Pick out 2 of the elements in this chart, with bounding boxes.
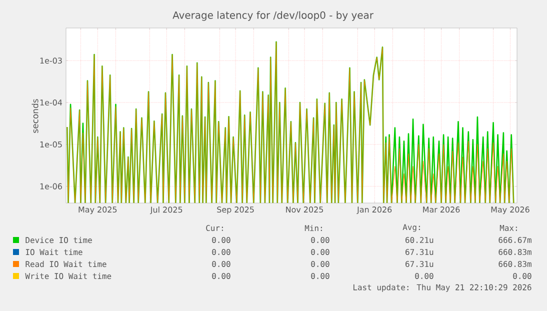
y-axis-title: seconds	[32, 99, 38, 133]
chart-title: Average latency for /dev/loop0 - by year	[172, 11, 374, 21]
